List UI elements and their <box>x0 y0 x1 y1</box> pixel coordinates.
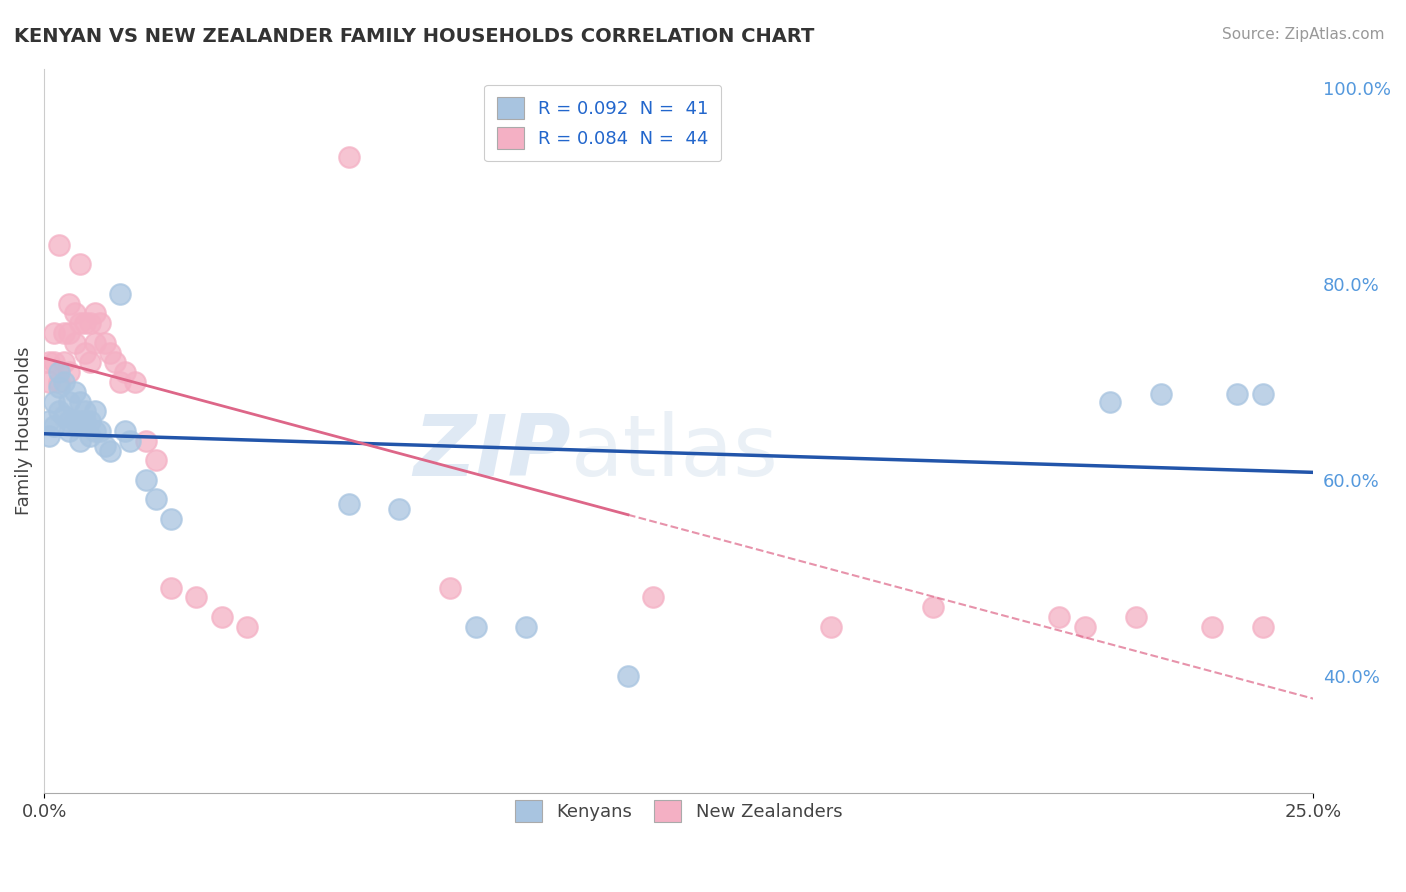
Point <box>44 355 66 369</box>
Point <box>48 375 70 389</box>
Point <box>1251 620 1274 634</box>
Point <box>110 375 132 389</box>
Point <box>63 306 86 320</box>
Point <box>69 316 91 330</box>
Point <box>48 365 70 379</box>
Point <box>58 394 80 409</box>
Point <box>104 355 127 369</box>
Point <box>145 492 167 507</box>
Point <box>820 620 842 634</box>
Point <box>643 591 665 605</box>
Point <box>83 335 105 350</box>
Point <box>186 591 208 605</box>
Point <box>44 419 66 434</box>
Point <box>73 316 96 330</box>
Point <box>79 414 101 428</box>
Text: KENYAN VS NEW ZEALANDER FAMILY HOUSEHOLDS CORRELATION CHART: KENYAN VS NEW ZEALANDER FAMILY HOUSEHOLD… <box>14 27 814 45</box>
Point <box>464 620 486 634</box>
Point <box>211 610 233 624</box>
Text: ZIP: ZIP <box>413 411 571 494</box>
Point <box>44 326 66 340</box>
Point <box>38 429 60 443</box>
Point <box>53 375 76 389</box>
Point <box>58 326 80 340</box>
Point <box>114 365 136 379</box>
Point <box>73 345 96 359</box>
Point <box>921 600 943 615</box>
Point <box>58 365 80 379</box>
Point <box>63 414 86 428</box>
Point <box>388 502 411 516</box>
Point <box>1125 610 1147 624</box>
Point <box>53 355 76 369</box>
Point <box>73 414 96 428</box>
Point <box>48 404 70 418</box>
Point <box>48 237 70 252</box>
Point <box>1049 610 1071 624</box>
Point <box>135 434 157 448</box>
Text: Source: ZipAtlas.com: Source: ZipAtlas.com <box>1222 27 1385 42</box>
Point <box>48 380 70 394</box>
Legend: Kenyans, New Zealanders: Kenyans, New Zealanders <box>502 788 855 835</box>
Point <box>44 394 66 409</box>
Point <box>98 345 121 359</box>
Point <box>337 497 360 511</box>
Point <box>439 581 461 595</box>
Point <box>1150 386 1173 401</box>
Point <box>58 296 80 310</box>
Point <box>83 306 105 320</box>
Point <box>135 473 157 487</box>
Point <box>617 669 640 683</box>
Y-axis label: Family Households: Family Households <box>15 347 32 516</box>
Point <box>58 414 80 428</box>
Point <box>236 620 259 634</box>
Point <box>69 434 91 448</box>
Point <box>94 439 117 453</box>
Point <box>515 620 537 634</box>
Point <box>38 414 60 428</box>
Point <box>160 581 183 595</box>
Point <box>94 335 117 350</box>
Point <box>1099 394 1122 409</box>
Point <box>1226 386 1249 401</box>
Point <box>145 453 167 467</box>
Point <box>83 424 105 438</box>
Point <box>337 150 360 164</box>
Point <box>38 375 60 389</box>
Point <box>58 424 80 438</box>
Point <box>110 286 132 301</box>
Point <box>69 414 91 428</box>
Point <box>89 424 111 438</box>
Point <box>124 375 146 389</box>
Point <box>98 443 121 458</box>
Point <box>160 512 183 526</box>
Point <box>79 316 101 330</box>
Point <box>69 257 91 271</box>
Text: atlas: atlas <box>571 411 779 494</box>
Point <box>89 316 111 330</box>
Point <box>120 434 142 448</box>
Point <box>1201 620 1223 634</box>
Point <box>1074 620 1097 634</box>
Point <box>83 404 105 418</box>
Point <box>38 355 60 369</box>
Point <box>69 394 91 409</box>
Point <box>53 326 76 340</box>
Point <box>63 335 86 350</box>
Point <box>79 355 101 369</box>
Point <box>79 429 101 443</box>
Point <box>73 404 96 418</box>
Point <box>1251 386 1274 401</box>
Point <box>63 384 86 399</box>
Point <box>114 424 136 438</box>
Point <box>53 409 76 424</box>
